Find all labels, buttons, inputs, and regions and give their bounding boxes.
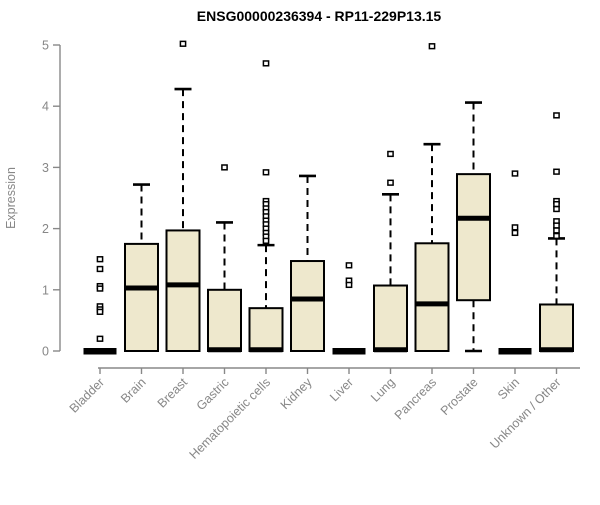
category-label-gastric: Gastric — [194, 375, 232, 413]
outlier-breast — [179, 40, 187, 47]
box-hematopoietic-cells — [248, 307, 284, 353]
box-kidney — [290, 260, 325, 353]
y-tick-label: 4 — [42, 100, 49, 114]
category-label-unknown-other: Unknown / Other — [487, 375, 563, 451]
outlier-unknown-other — [553, 205, 560, 213]
category-label-prostate: Prostate — [438, 375, 481, 418]
flat-box-skin — [498, 348, 532, 355]
box-pancreas — [414, 242, 450, 352]
y-tick-label: 0 — [42, 345, 49, 359]
outlier-bladder — [96, 256, 104, 263]
outlier-unknown-other — [553, 227, 560, 234]
y-tick-label: 1 — [42, 283, 49, 297]
category-label-bladder: Bladder — [67, 375, 107, 415]
outlier-pancreas — [428, 43, 436, 50]
category-label-breast: Breast — [155, 375, 191, 411]
category-label-kidney: Kidney — [278, 375, 315, 412]
category-label-pancreas: Pancreas — [392, 375, 439, 422]
box-breast — [165, 229, 201, 353]
outlier-skin — [511, 224, 519, 231]
boxplot-series — [83, 40, 574, 355]
outlier-hematopoietic-cells — [262, 237, 270, 244]
outlier-skin — [511, 170, 519, 177]
outlier-hematopoietic-cells — [262, 169, 270, 176]
axes: 0 1 2 3 4 5 Bladder Brain Breast GastricHematopoi… — [42, 39, 580, 462]
box-lung — [373, 284, 408, 352]
box-brain — [124, 242, 159, 352]
outlier-bladder — [96, 308, 104, 315]
outlier-unknown-other — [553, 222, 560, 229]
box-unknown-other — [539, 303, 574, 353]
outlier-lung — [387, 150, 394, 158]
outlier-skin — [511, 229, 519, 237]
outlier-gastric — [221, 164, 228, 171]
outlier-liver — [345, 262, 353, 269]
category-label-skin: Skin — [495, 375, 522, 402]
category-label-liver: Liver — [327, 375, 356, 404]
outlier-bladder — [96, 335, 104, 342]
outlier-unknown-other — [553, 112, 560, 119]
outlier-unknown-other — [553, 168, 560, 175]
box-gastric — [207, 288, 242, 352]
category-label-hematopoietic-cells: Hematopoietic cells — [187, 375, 274, 462]
y-tick-label: 5 — [42, 39, 49, 53]
outlier-lung — [387, 179, 394, 186]
outlier-unknown-other — [553, 200, 560, 208]
outlier-unknown-other — [553, 232, 560, 240]
outlier-hematopoietic-cells — [262, 60, 270, 67]
box-prostate — [456, 173, 491, 302]
outlier-liver — [345, 281, 353, 289]
outlier-bladder — [96, 265, 104, 273]
y-axis-label: Expression — [4, 167, 18, 229]
flat-box-liver — [332, 348, 366, 355]
chart-title: ENSG00000236394 - RP11-229P13.15 — [197, 8, 442, 24]
y-tick-label: 2 — [42, 222, 49, 236]
category-label-brain: Brain — [118, 375, 149, 406]
flat-box-bladder — [83, 348, 117, 355]
outlier-bladder — [96, 285, 104, 292]
category-label-lung: Lung — [368, 375, 398, 405]
y-tick-label: 3 — [42, 161, 49, 175]
